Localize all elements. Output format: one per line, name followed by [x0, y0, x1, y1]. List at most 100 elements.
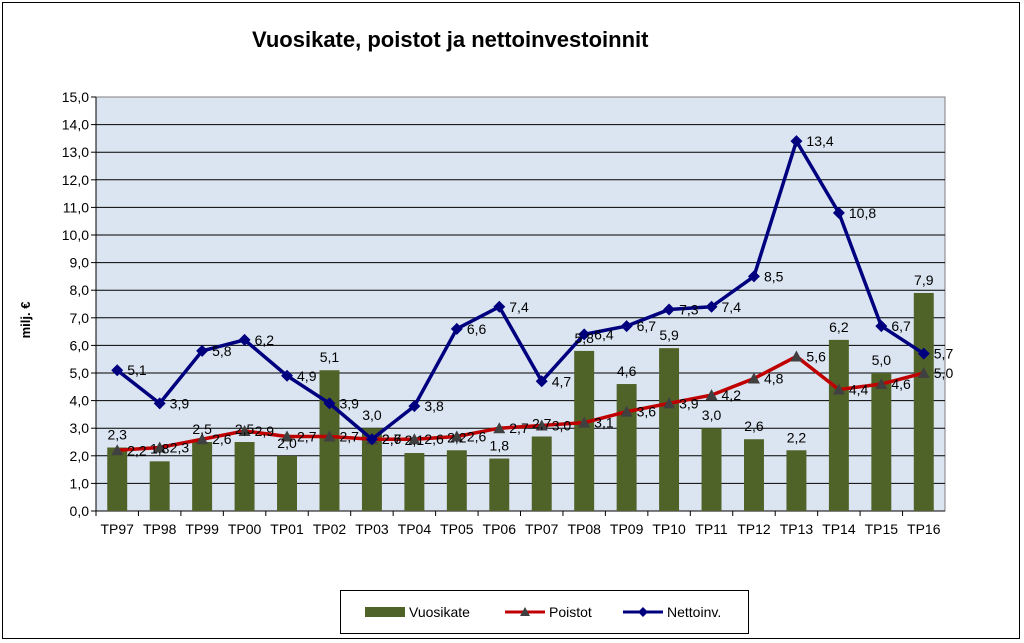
- data-label: 3,6: [637, 404, 657, 420]
- data-label: 3,0: [702, 407, 722, 423]
- bar: [743, 439, 764, 511]
- data-label: 2,3: [107, 427, 127, 443]
- series-point: [875, 320, 888, 333]
- bar: [913, 292, 934, 511]
- y-tick-label: 1,0: [70, 475, 90, 491]
- series-point: [578, 416, 591, 428]
- data-label: 2,3: [170, 440, 190, 456]
- bar: [446, 450, 467, 511]
- series-point: [832, 206, 845, 219]
- series-point: [153, 397, 166, 410]
- data-label: 4,6: [891, 376, 911, 392]
- x-tick-label: TP97: [100, 521, 134, 537]
- x-tick-label: TP03: [355, 521, 389, 537]
- data-label: 4,9: [297, 368, 317, 384]
- x-tick-label: TP01: [270, 521, 304, 537]
- data-label: 7,9: [914, 272, 934, 288]
- data-label: 3,1: [594, 415, 614, 431]
- data-label: 2,5: [192, 421, 212, 437]
- series-point: [408, 433, 421, 445]
- x-tick-label: TP16: [907, 521, 941, 537]
- bar: [107, 447, 128, 511]
- x-tick-label: TP11: [695, 521, 728, 537]
- data-label: 3,8: [424, 398, 444, 414]
- data-label: 2,2: [127, 442, 147, 458]
- data-label: 3,0: [362, 407, 382, 423]
- data-label: 4,6: [617, 363, 637, 379]
- x-tick-label: TP09: [610, 521, 644, 537]
- x-tick-label: TP10: [652, 521, 686, 537]
- bar: [701, 428, 722, 511]
- x-tick-label: TP07: [525, 521, 559, 537]
- series-point: [917, 347, 930, 360]
- data-label: 5,8: [574, 330, 594, 346]
- x-tick-label: TP15: [865, 521, 899, 537]
- data-label: 6,2: [829, 319, 849, 335]
- data-label: 5,6: [806, 348, 826, 364]
- legend-item-poistot: Poistot: [505, 604, 592, 620]
- x-tick-label: TP14: [822, 521, 856, 537]
- x-tick-labels: TP97 TP98 TP99 TP00 TP01 TP02 TP03 TP04 TP05 TP06…: [95, 511, 941, 537]
- data-label: 10,8: [849, 205, 876, 221]
- bar: [871, 373, 892, 511]
- data-label: 2,7: [339, 428, 359, 444]
- chart-title: Vuosikate, poistot ja nettoinvestoinnit: [252, 27, 649, 52]
- series-point: [790, 350, 803, 362]
- data-label: 4,8: [764, 371, 784, 387]
- series-point: [705, 300, 718, 313]
- x-tick-label: TP98: [143, 521, 177, 537]
- y-tick-label: 7,0: [70, 310, 90, 326]
- x-tick-label: TP05: [440, 521, 474, 537]
- series-point: [663, 303, 676, 316]
- legend-label-poistot: Poistot: [549, 604, 592, 620]
- y-tick-label: 6,0: [70, 337, 90, 353]
- y-tick-label: 13,0: [62, 144, 89, 160]
- series-point: [790, 135, 803, 148]
- series-line: [116, 139, 925, 441]
- bar: [574, 350, 595, 511]
- legend-label-vuosikate: Vuosikate: [409, 604, 470, 620]
- bar: [192, 442, 213, 511]
- series-point: [238, 424, 251, 436]
- y-tick-label: 5,0: [70, 365, 90, 381]
- legend-bar-swatch: [365, 605, 405, 619]
- data-label: 7,4: [509, 299, 529, 315]
- series-point: [535, 419, 548, 431]
- series-point: [620, 405, 633, 417]
- series-point: [493, 300, 506, 313]
- y-tick-label: 15,0: [62, 89, 89, 105]
- data-label: 2,6: [424, 431, 444, 447]
- y-tick-label: 9,0: [70, 255, 90, 271]
- x-tick-label: TP00: [228, 521, 262, 537]
- series-point: [832, 383, 845, 395]
- data-label: 8,5: [764, 268, 784, 284]
- x-tick-label: TP04: [398, 521, 432, 537]
- series-point: [620, 320, 633, 333]
- data-label: 1,8: [490, 438, 510, 454]
- data-label: 2,0: [277, 435, 297, 451]
- series-point: [196, 433, 209, 445]
- data-label: 5,7: [934, 346, 954, 362]
- data-label: 3,0: [552, 417, 572, 433]
- y-tick-label: 11,0: [63, 199, 89, 215]
- series-point: [705, 389, 718, 401]
- y-tick-label: 0,0: [70, 503, 90, 519]
- data-label: 4,4: [849, 382, 869, 398]
- x-tick-label: TP02: [313, 521, 347, 537]
- series-point: [578, 328, 591, 341]
- bar: [489, 458, 510, 511]
- y-axis-label: milj. €: [18, 302, 33, 339]
- bar: [659, 348, 680, 511]
- x-tick-label: TP06: [483, 521, 517, 537]
- series-point: [281, 430, 294, 442]
- y-tick-label: 12,0: [62, 172, 89, 188]
- data-label: 2,6: [382, 431, 402, 447]
- series-point: [450, 430, 463, 442]
- data-label: 2,7: [382, 431, 402, 447]
- bar: [149, 461, 170, 511]
- bar: [234, 442, 255, 511]
- bar: [828, 339, 849, 511]
- bar: [277, 455, 298, 511]
- series-point: [365, 433, 378, 446]
- series-point: [238, 333, 251, 346]
